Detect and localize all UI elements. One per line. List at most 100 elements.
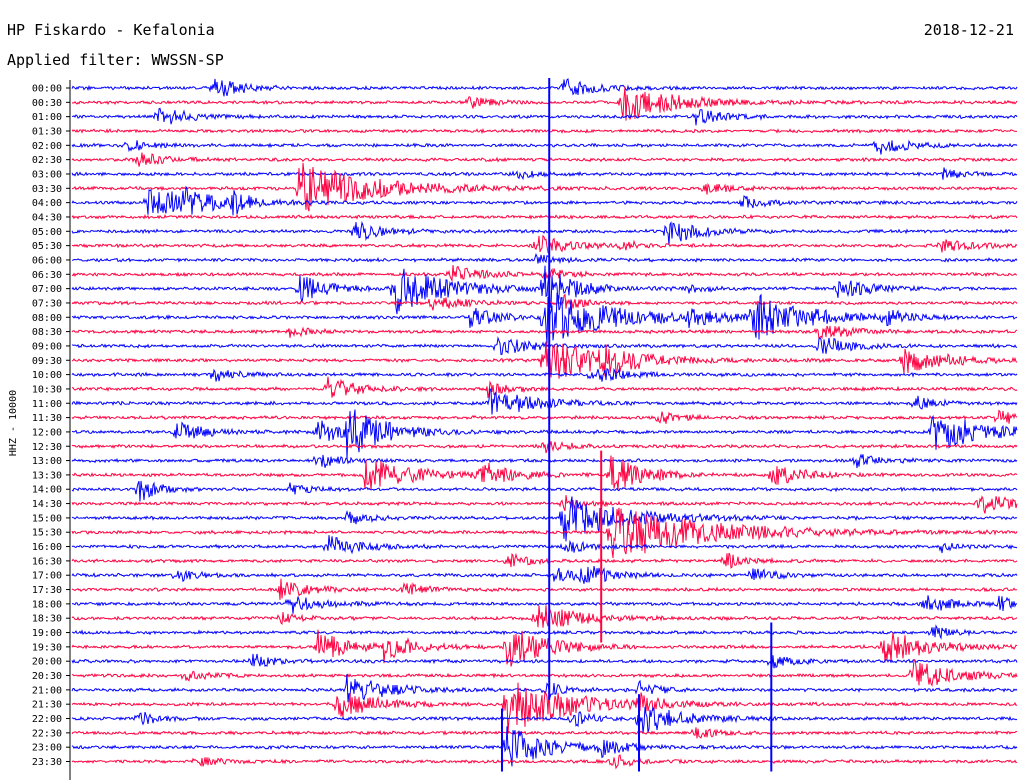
trace-line xyxy=(71,388,1018,415)
time-tick-label: 10:00 xyxy=(32,370,62,381)
time-tick-label: 16:30 xyxy=(32,556,62,567)
trace-line xyxy=(71,152,1018,167)
trace-line xyxy=(71,629,1018,667)
trace-line xyxy=(71,86,1018,121)
trace-line xyxy=(71,453,1018,469)
time-tick-label: 05:00 xyxy=(32,227,62,238)
time-tick-label: 21:00 xyxy=(32,685,62,696)
trace-line xyxy=(71,336,1018,355)
trace-line xyxy=(71,234,1018,255)
time-tick-label: 19:30 xyxy=(32,642,62,653)
trace-line xyxy=(71,552,1018,569)
trace-line xyxy=(71,213,1018,221)
time-tick-label: 17:30 xyxy=(32,585,62,596)
time-tick-label: 01:00 xyxy=(32,112,62,123)
trace-line xyxy=(71,659,1018,687)
time-tick-label: 09:30 xyxy=(32,356,62,367)
trace-line xyxy=(71,754,1018,770)
time-tick-label: 15:30 xyxy=(32,528,62,539)
time-tick-label: 08:30 xyxy=(32,327,62,338)
time-tick-label: 22:30 xyxy=(32,728,62,739)
trace-line xyxy=(71,441,1018,454)
trace-line xyxy=(71,578,1018,600)
trace-line xyxy=(71,293,1018,311)
trace-line xyxy=(71,653,1018,669)
time-tick-label: 01:30 xyxy=(32,126,62,137)
trace-line xyxy=(71,495,1018,514)
time-tick-label: 09:00 xyxy=(32,341,62,352)
trace-line xyxy=(71,480,1018,502)
time-tick-label: 08:00 xyxy=(32,313,62,324)
time-tick-label: 18:30 xyxy=(32,614,62,625)
trace-line xyxy=(71,292,1018,344)
time-tick-label: 04:30 xyxy=(32,212,62,223)
time-tick-label: 15:00 xyxy=(32,513,62,524)
trace-line xyxy=(71,682,1018,733)
trace-line xyxy=(72,624,1018,640)
time-tick-label: 17:00 xyxy=(32,571,62,582)
trace-line xyxy=(71,107,1018,126)
time-tick-label: 06:00 xyxy=(32,255,62,266)
trace-line xyxy=(71,220,1018,246)
trace-line xyxy=(71,78,1018,97)
time-tick-label: 14:30 xyxy=(32,499,62,510)
trace-line xyxy=(71,705,1018,736)
trace-line xyxy=(71,367,1018,382)
time-tick-label: 23:00 xyxy=(32,743,62,754)
filter-label: Applied filter: WWSSN-SP xyxy=(7,51,224,69)
trace-line xyxy=(71,265,1018,315)
trace-line xyxy=(71,727,1018,739)
trace-line xyxy=(71,496,1018,542)
time-tick-label: 02:30 xyxy=(32,155,62,166)
station-title: HP Fiskardo - Kefalonia xyxy=(7,21,215,39)
trace-line xyxy=(71,726,1018,767)
y-axis-label: HHZ - 10000 xyxy=(8,390,19,456)
trace-line xyxy=(71,535,1018,555)
time-tick-label: 10:30 xyxy=(32,384,62,395)
date-label: 2018-12-21 xyxy=(924,21,1014,39)
time-tick-label: 07:30 xyxy=(32,298,62,309)
time-tick-label: 21:30 xyxy=(32,700,62,711)
time-tick-label: 12:00 xyxy=(32,427,62,438)
trace-line xyxy=(71,455,1018,491)
trace-line xyxy=(71,595,1018,614)
trace-line xyxy=(71,162,1018,212)
time-tick-label: 03:00 xyxy=(32,169,62,180)
time-tick-label: 00:30 xyxy=(32,98,62,109)
time-tick-label: 00:00 xyxy=(32,84,62,95)
trace-line xyxy=(71,409,1018,424)
trace-line xyxy=(71,565,1018,584)
time-tick-label: 13:30 xyxy=(32,470,62,481)
time-tick-label: 02:00 xyxy=(32,141,62,152)
trace-line xyxy=(71,376,1018,398)
time-tick-label: 05:30 xyxy=(32,241,62,252)
time-tick-label: 06:30 xyxy=(32,270,62,281)
time-tick-label: 23:30 xyxy=(32,757,62,768)
time-tick-label: 20:00 xyxy=(32,657,62,668)
time-tick-label: 16:00 xyxy=(32,542,62,553)
trace-line xyxy=(71,325,1018,341)
trace-line xyxy=(71,409,1018,460)
event-spikes xyxy=(500,78,773,772)
time-tick-label: 13:00 xyxy=(32,456,62,467)
time-tick-label: 18:00 xyxy=(32,599,62,610)
time-tick-label: 22:00 xyxy=(32,714,62,725)
time-tick-label: 03:30 xyxy=(32,184,62,195)
trace-line xyxy=(71,167,1018,181)
trace-line xyxy=(71,185,1018,216)
trace-line xyxy=(71,341,1018,383)
time-tick-label: 20:30 xyxy=(32,671,62,682)
trace-line xyxy=(71,507,1018,559)
time-tick-label: 04:00 xyxy=(32,198,62,209)
trace-line xyxy=(71,127,1018,135)
trace-line xyxy=(71,139,1018,155)
time-tick-label: 11:30 xyxy=(32,413,62,424)
time-tick-label: 07:00 xyxy=(32,284,62,295)
time-tick-label: 11:00 xyxy=(32,399,62,410)
trace-line xyxy=(71,252,1018,265)
trace-rows: 00:00 00:30 01:00 01:30 02:00 02:30 03:00 03:30… xyxy=(32,78,1018,770)
time-tick-label: 19:00 xyxy=(32,628,62,639)
time-tick-label: 14:00 xyxy=(32,485,62,496)
time-tick-label: 12:30 xyxy=(32,442,62,453)
